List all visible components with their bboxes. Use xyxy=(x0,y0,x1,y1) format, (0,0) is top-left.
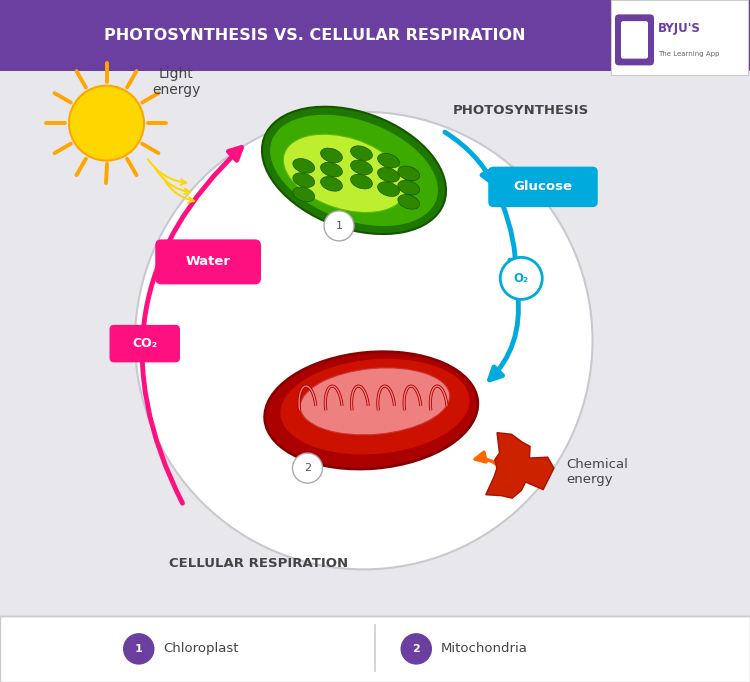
Ellipse shape xyxy=(377,182,400,196)
Text: Mitochondria: Mitochondria xyxy=(441,642,528,655)
FancyBboxPatch shape xyxy=(611,0,748,75)
Text: CELLULAR RESPIRATION: CELLULAR RESPIRATION xyxy=(170,557,348,570)
Text: Light
energy: Light energy xyxy=(152,67,200,97)
Text: O₂: O₂ xyxy=(514,272,529,285)
Circle shape xyxy=(123,633,154,665)
Ellipse shape xyxy=(292,187,315,202)
Circle shape xyxy=(324,211,354,241)
Text: BYJU'S: BYJU'S xyxy=(658,22,700,35)
Ellipse shape xyxy=(300,368,450,435)
Ellipse shape xyxy=(320,162,343,177)
Ellipse shape xyxy=(398,194,420,209)
FancyBboxPatch shape xyxy=(0,0,750,72)
Ellipse shape xyxy=(398,180,420,195)
Circle shape xyxy=(500,257,542,299)
Ellipse shape xyxy=(350,175,373,189)
Ellipse shape xyxy=(350,146,373,160)
Text: 2: 2 xyxy=(413,644,420,654)
FancyBboxPatch shape xyxy=(155,239,261,284)
Ellipse shape xyxy=(320,177,343,191)
Text: PHOTOSYNTHESIS VS. CELLULAR RESPIRATION: PHOTOSYNTHESIS VS. CELLULAR RESPIRATION xyxy=(104,28,526,43)
Ellipse shape xyxy=(292,159,315,173)
Text: Chloroplast: Chloroplast xyxy=(164,642,239,655)
Ellipse shape xyxy=(284,134,406,213)
Ellipse shape xyxy=(320,148,343,163)
FancyBboxPatch shape xyxy=(110,325,180,362)
Ellipse shape xyxy=(269,114,439,226)
Text: The Learning App: The Learning App xyxy=(658,51,719,57)
FancyBboxPatch shape xyxy=(615,14,654,65)
Ellipse shape xyxy=(292,173,315,188)
Circle shape xyxy=(292,453,322,483)
Ellipse shape xyxy=(265,352,478,469)
Text: Chemical
energy: Chemical energy xyxy=(566,458,628,486)
Ellipse shape xyxy=(377,168,400,182)
Circle shape xyxy=(69,86,144,161)
Polygon shape xyxy=(486,432,554,498)
FancyBboxPatch shape xyxy=(488,166,598,207)
Text: Glucose: Glucose xyxy=(514,180,572,194)
Ellipse shape xyxy=(377,153,400,168)
Text: CO₂: CO₂ xyxy=(132,337,158,350)
Text: 1: 1 xyxy=(335,221,343,231)
Ellipse shape xyxy=(280,358,470,455)
Ellipse shape xyxy=(398,166,420,181)
Circle shape xyxy=(400,633,432,665)
Text: Water: Water xyxy=(186,255,231,269)
Ellipse shape xyxy=(350,160,373,175)
Ellipse shape xyxy=(262,106,446,234)
FancyBboxPatch shape xyxy=(621,21,648,59)
Circle shape xyxy=(135,112,592,569)
Text: 1: 1 xyxy=(135,644,142,654)
FancyBboxPatch shape xyxy=(0,616,750,682)
Text: PHOTOSYNTHESIS: PHOTOSYNTHESIS xyxy=(453,104,590,117)
Text: 2: 2 xyxy=(304,463,311,473)
